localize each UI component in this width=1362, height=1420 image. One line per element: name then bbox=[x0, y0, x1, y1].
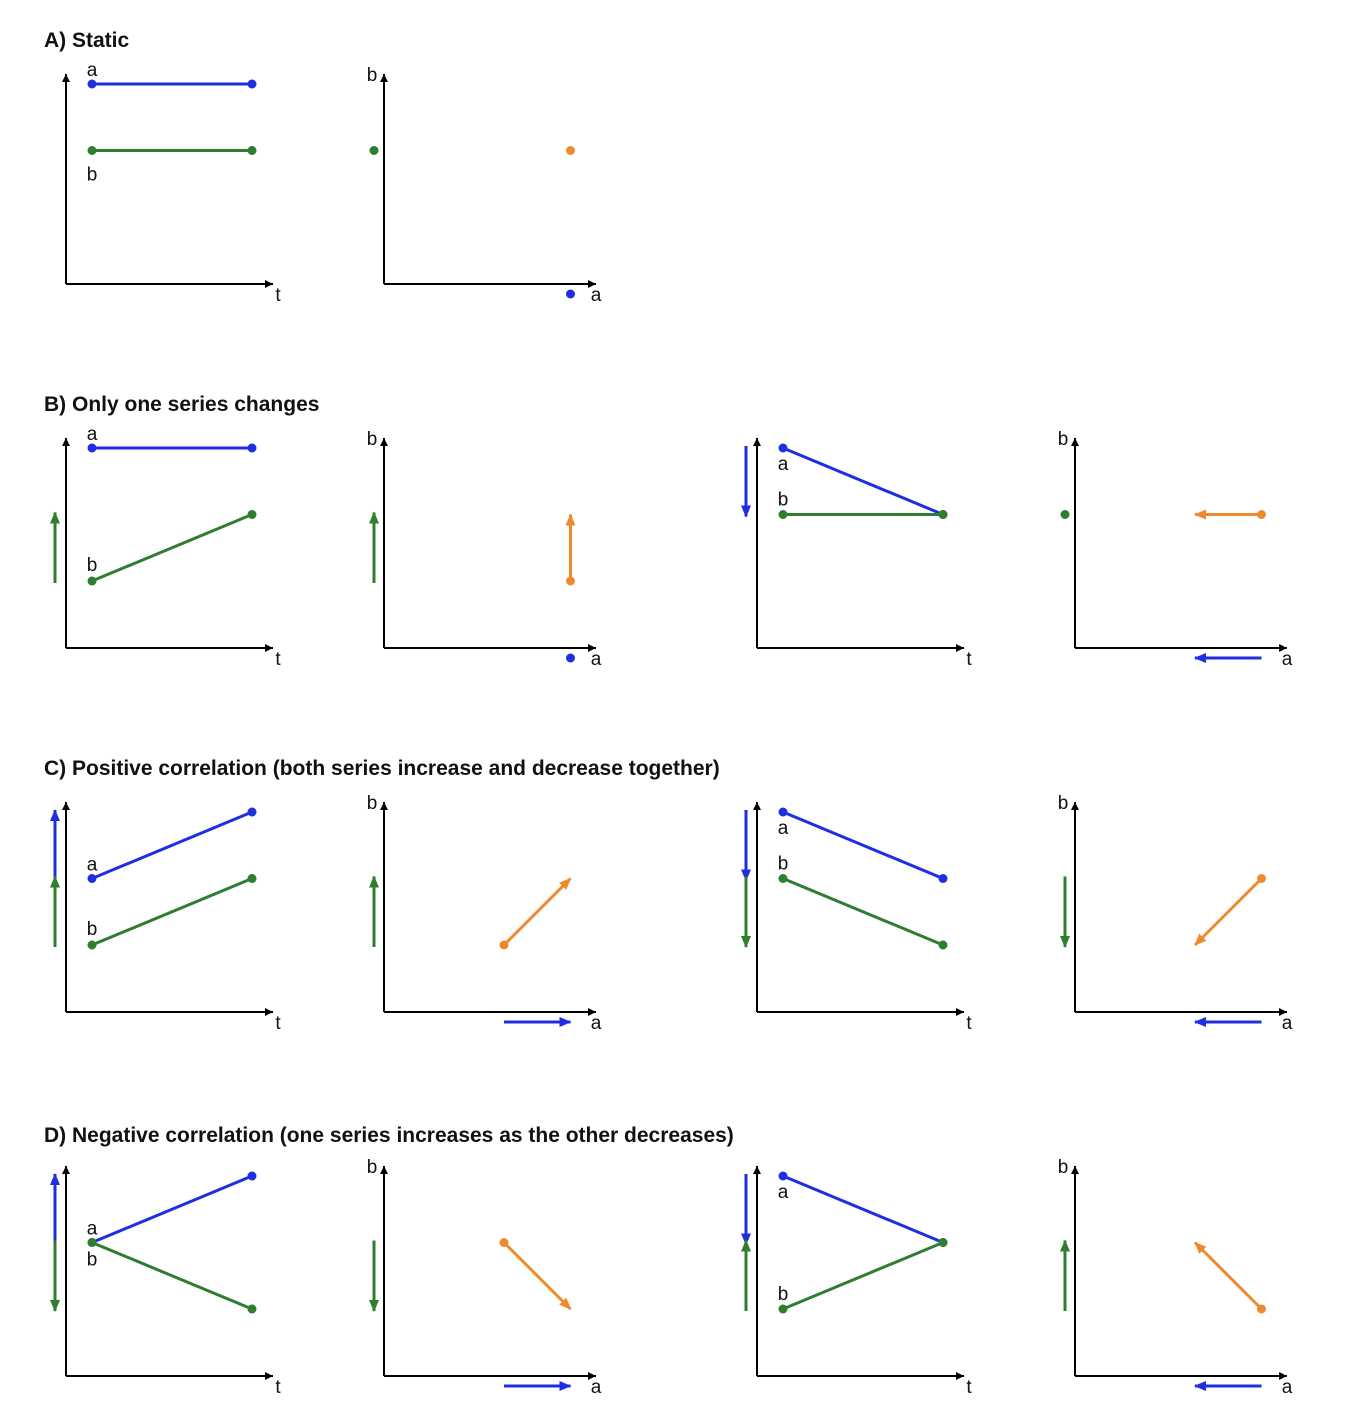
time-axis-label-d1: t bbox=[275, 1377, 281, 1398]
scatter-x-axis-label-c2: a bbox=[1282, 1013, 1293, 1034]
time-axis-label-a1: t bbox=[275, 285, 281, 306]
series-a-start-point-d2 bbox=[778, 1171, 788, 1181]
series-a-start-point-a1 bbox=[87, 79, 97, 89]
series-a-line-d1 bbox=[91, 1174, 253, 1244]
scatter-y-axis-label-b2: b bbox=[1058, 429, 1069, 450]
time-axis-label-b2: t bbox=[966, 649, 972, 670]
scatter-y-axis-label-d2: b bbox=[1058, 1157, 1069, 1178]
series-a-label-d1: a bbox=[87, 1219, 98, 1240]
series-b-label-d2: b bbox=[778, 1284, 789, 1305]
series-a-end-point-d1 bbox=[247, 1171, 257, 1181]
series-b-label-b1: b bbox=[87, 555, 98, 576]
series-a-start-point-c1 bbox=[87, 874, 97, 883]
scatter-x-axis-label-b1: a bbox=[591, 649, 602, 670]
series-a-line-b2 bbox=[782, 446, 944, 516]
series-b-end-point-b1 bbox=[247, 510, 257, 519]
scatter-y-axis-label-b1: b bbox=[367, 429, 378, 450]
series-a-end-point-c1 bbox=[247, 807, 257, 817]
series-b-label-d1: b bbox=[87, 1250, 98, 1271]
series-b-line-b1 bbox=[91, 513, 253, 583]
series-a-label-a1: a bbox=[87, 60, 98, 81]
scatter-b-projection-point-b2 bbox=[1060, 510, 1070, 519]
series-b-line-d2 bbox=[782, 1241, 944, 1311]
series-a-label-b2: a bbox=[778, 454, 789, 475]
series-a-end-point-c2 bbox=[938, 874, 948, 883]
scatter-direction-arrow-d1 bbox=[502, 1241, 572, 1311]
section-title-D: D) Negative correlation (one series incr… bbox=[44, 1124, 734, 1147]
series-b-start-point-b1 bbox=[87, 576, 97, 586]
scatter-x-axis-label-a1: a bbox=[591, 285, 602, 306]
series-b-start-point-d1 bbox=[87, 1238, 97, 1247]
scatter-a-projection-point-b1 bbox=[566, 653, 575, 663]
scatter-b-projection-point-a1 bbox=[369, 146, 379, 155]
scatter-x-axis-label-b2: a bbox=[1282, 649, 1293, 670]
series-b-start-point-d2 bbox=[778, 1304, 788, 1314]
series-a-line-d2 bbox=[782, 1174, 944, 1244]
scatter-direction-arrow-c1 bbox=[502, 877, 572, 947]
series-a-label-c1: a bbox=[87, 855, 98, 876]
series-b-label-c2: b bbox=[778, 854, 789, 875]
series-b-label-a1: b bbox=[87, 165, 98, 186]
series-a-label-d2: a bbox=[778, 1182, 789, 1203]
series-b-end-point-d1 bbox=[247, 1304, 257, 1314]
series-a-start-point-b1 bbox=[87, 443, 97, 453]
section-title-A: A) Static bbox=[44, 29, 130, 52]
series-b-start-point-b2 bbox=[778, 510, 788, 519]
series-a-label-b1: a bbox=[87, 424, 98, 445]
time-axis-label-c2: t bbox=[966, 1013, 972, 1034]
time-axis-label-b1: t bbox=[275, 649, 281, 670]
scatter-x-axis-label-c1: a bbox=[591, 1013, 602, 1034]
series-b-line-c1 bbox=[91, 877, 253, 947]
series-a-start-point-b2 bbox=[778, 443, 788, 453]
series-b-end-point-a1 bbox=[247, 146, 257, 155]
section-title-B: B) Only one series changes bbox=[44, 393, 319, 416]
scatter-point-a1 bbox=[566, 146, 575, 155]
section-title-C: C) Positive correlation (both series inc… bbox=[44, 757, 720, 780]
series-b-end-point-c2 bbox=[938, 940, 948, 950]
series-b-start-point-c2 bbox=[778, 874, 788, 883]
scatter-y-axis-label-d1: b bbox=[367, 1157, 378, 1178]
series-b-start-point-c1 bbox=[87, 940, 97, 950]
series-a-end-point-b1 bbox=[247, 443, 257, 453]
series-b-line-c2 bbox=[782, 877, 944, 947]
time-axis-label-c1: t bbox=[275, 1013, 281, 1034]
series-a-start-point-c2 bbox=[778, 807, 788, 817]
series-b-end-point-b2 bbox=[938, 510, 948, 519]
scatter-a-projection-point-a1 bbox=[566, 289, 575, 299]
series-b-end-point-d2 bbox=[938, 1238, 948, 1247]
time-axis-label-d2: t bbox=[966, 1377, 972, 1398]
series-b-line-d1 bbox=[91, 1241, 253, 1311]
series-a-label-c2: a bbox=[778, 818, 789, 839]
series-a-line-c1 bbox=[91, 810, 253, 880]
scatter-y-axis-label-c2: b bbox=[1058, 793, 1069, 814]
scatter-direction-arrow-d2 bbox=[1193, 1241, 1263, 1311]
scatter-x-axis-label-d1: a bbox=[591, 1377, 602, 1398]
series-b-label-b2: b bbox=[778, 490, 789, 511]
series-b-start-point-a1 bbox=[87, 146, 97, 155]
series-a-end-point-a1 bbox=[247, 79, 257, 89]
scatter-y-axis-label-c1: b bbox=[367, 793, 378, 814]
series-a-line-c2 bbox=[782, 810, 944, 880]
series-b-label-c1: b bbox=[87, 919, 98, 940]
scatter-y-axis-label-a1: b bbox=[367, 65, 378, 86]
scatter-x-axis-label-d2: a bbox=[1282, 1377, 1293, 1398]
scatter-direction-arrow-c2 bbox=[1193, 877, 1263, 947]
series-b-end-point-c1 bbox=[247, 874, 257, 883]
